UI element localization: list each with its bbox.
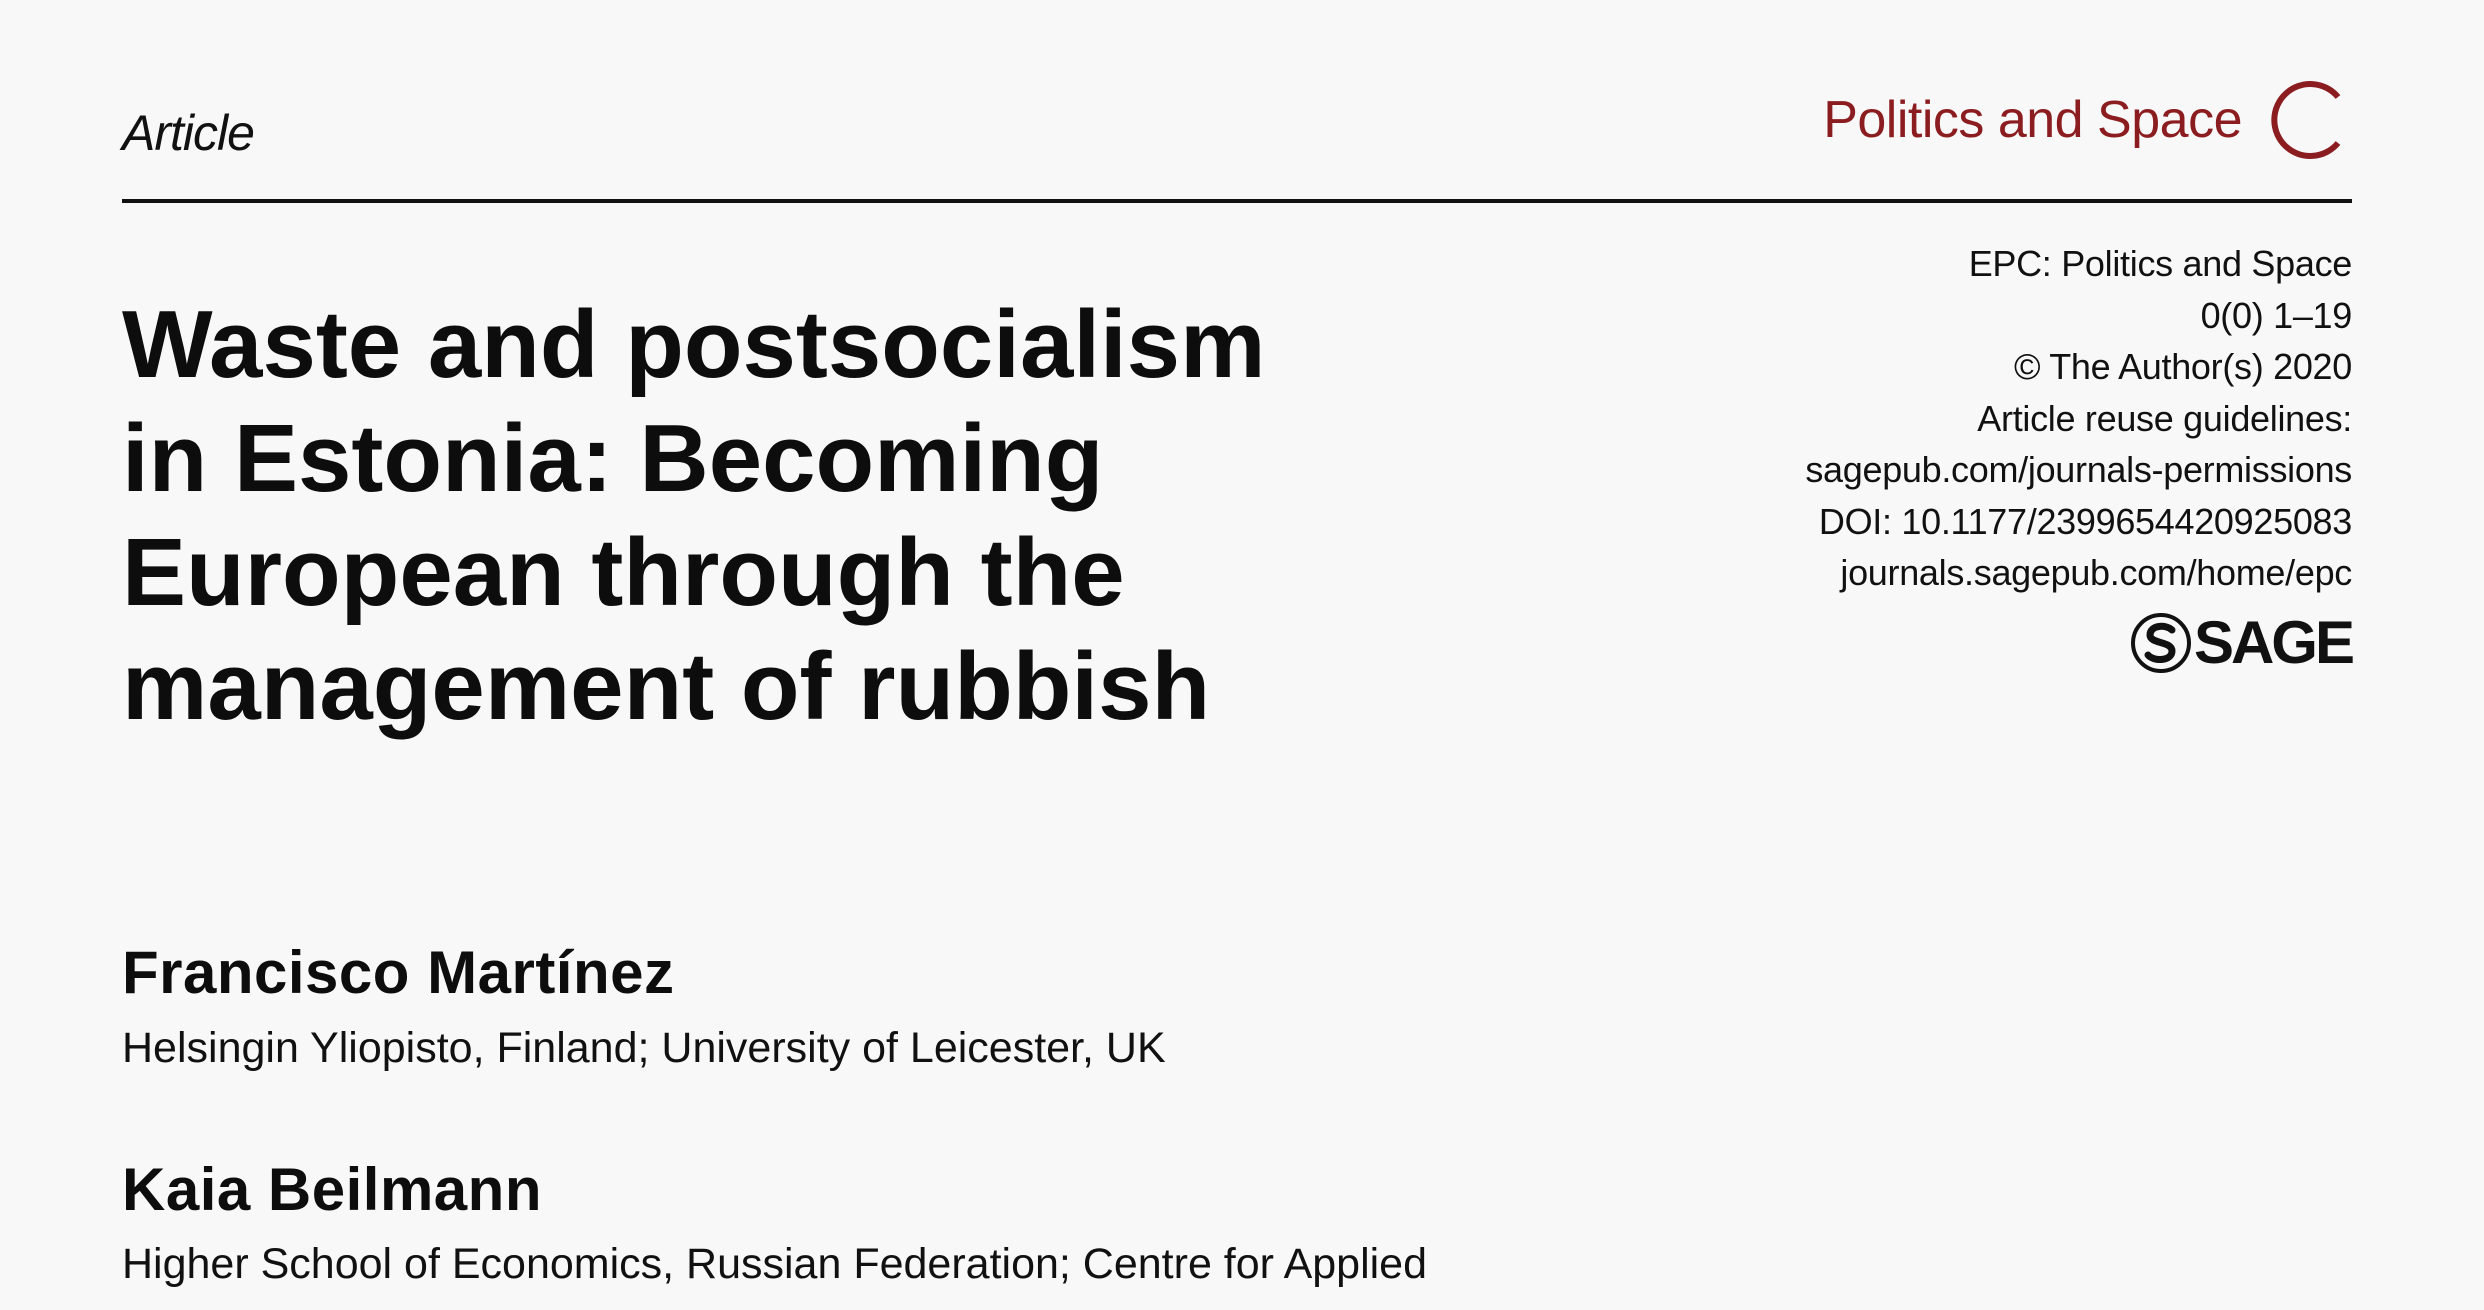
article-title: Waste and postsocialism in Estonia: Beco… (122, 288, 1422, 744)
meta-volume-pages: 0(0) 1–19 (2200, 294, 2353, 336)
article-type-label: Article (122, 105, 255, 161)
meta-journal: EPC: Politics and Space (1968, 243, 2353, 284)
article-metadata: EPC: Politics and Space 0(0) 1–19 © The … (1805, 238, 2352, 599)
author-name: Francisco Martínez (122, 939, 675, 1006)
meta-doi[interactable]: DOI: 10.1177/2399654420925083 (1818, 500, 2352, 542)
meta-reuse-label: Article reuse guidelines: (1977, 397, 2352, 439)
title-line: Waste and postsocialism (122, 291, 1266, 398)
title-line: European through the (122, 519, 1125, 626)
sage-s-icon (2130, 613, 2191, 673)
sage-wordmark: SAGE (2193, 609, 2355, 676)
author-affiliation: Higher School of Economics, Russian Fede… (122, 1240, 1428, 1288)
meta-permissions-link[interactable]: sagepub.com/journals-permissions (1805, 449, 2352, 490)
journal-name: Politics and Space (1823, 91, 2242, 149)
meta-journal-url[interactable]: journals.sagepub.com/home/epc (1840, 552, 2352, 593)
journal-letter-c-icon (2271, 81, 2341, 159)
meta-copyright: © The Author(s) 2020 (2013, 346, 2352, 387)
sage-logo: SAGE (2130, 606, 2355, 680)
author-name: Kaia Beilmann (122, 1156, 542, 1223)
title-line: in Estonia: Becoming (122, 405, 1104, 512)
journal-brand: Politics and Space (1823, 70, 2352, 170)
title-line: management of rubbish (122, 633, 1211, 740)
header-divider (122, 199, 2352, 203)
author-affiliation: Helsingin Yliopisto, Finland; University… (122, 1024, 1166, 1072)
